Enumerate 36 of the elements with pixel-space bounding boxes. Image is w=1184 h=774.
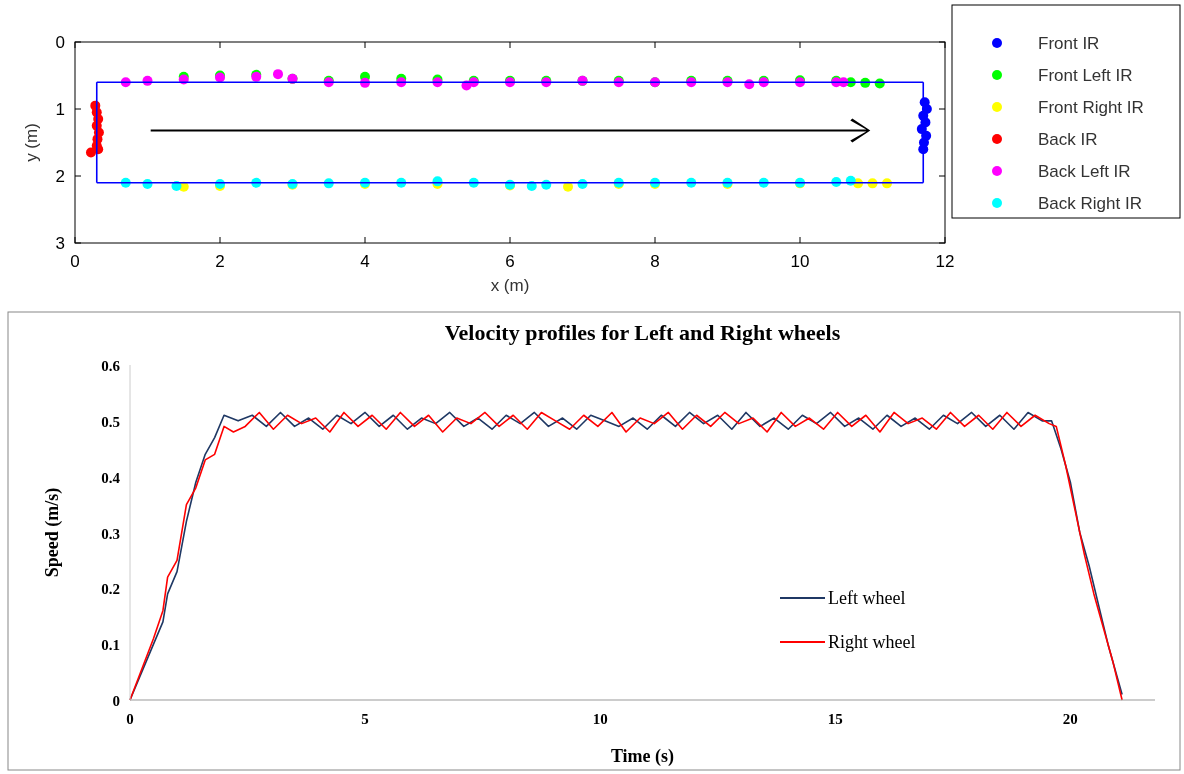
y-tick-label: 0.5 xyxy=(101,413,120,430)
y-tick-label: 2 xyxy=(55,167,65,186)
x-tick-label: 10 xyxy=(790,252,810,271)
chart-title: Velocity profiles for Left and Right wheels xyxy=(444,320,841,345)
legend-label: Back IR xyxy=(1038,130,1098,149)
y-tick-label: 0.3 xyxy=(101,525,120,542)
y-tick-label: 1 xyxy=(55,100,65,119)
legend-label: Left wheel xyxy=(828,588,906,608)
legend-label: Front Right IR xyxy=(1038,98,1144,117)
x-tick-label: 15 xyxy=(827,711,843,727)
x-tick-label: 20 xyxy=(1062,711,1078,727)
x-tick-label: 12 xyxy=(935,252,955,271)
x-tick-label: 8 xyxy=(650,252,660,271)
x-tick-label: 5 xyxy=(361,711,369,727)
legend-label: Front IR xyxy=(1038,34,1100,53)
y-axis-title: y (m) xyxy=(22,123,41,162)
x-tick-label: 6 xyxy=(505,252,515,271)
legend-label: Front Left IR xyxy=(1038,66,1133,85)
legend-label: Back Right IR xyxy=(1038,194,1142,213)
x-tick-label: 0 xyxy=(70,252,80,271)
x-tick-label: 4 xyxy=(360,252,370,271)
y-tick-label: 0.2 xyxy=(101,581,120,598)
y-tick-label: 0.6 xyxy=(101,358,121,374)
x-tick-label: 0 xyxy=(126,711,134,727)
y-tick-label: 0 xyxy=(55,33,65,52)
y-tick-label: 0.1 xyxy=(101,637,120,654)
x-tick-label: 2 xyxy=(215,252,225,271)
x-axis-title: Time (s) xyxy=(610,746,675,767)
x-axis-title: x (m) xyxy=(490,276,530,295)
y-axis-title: Speed (m/s) xyxy=(42,487,63,578)
legend-label: Back Left IR xyxy=(1038,162,1131,181)
y-tick-label: 0 xyxy=(112,693,120,709)
y-tick-label: 3 xyxy=(55,234,65,253)
x-tick-label: 10 xyxy=(592,711,608,727)
y-tick-label: 0.4 xyxy=(101,469,121,486)
legend-label: Right wheel xyxy=(828,632,916,652)
